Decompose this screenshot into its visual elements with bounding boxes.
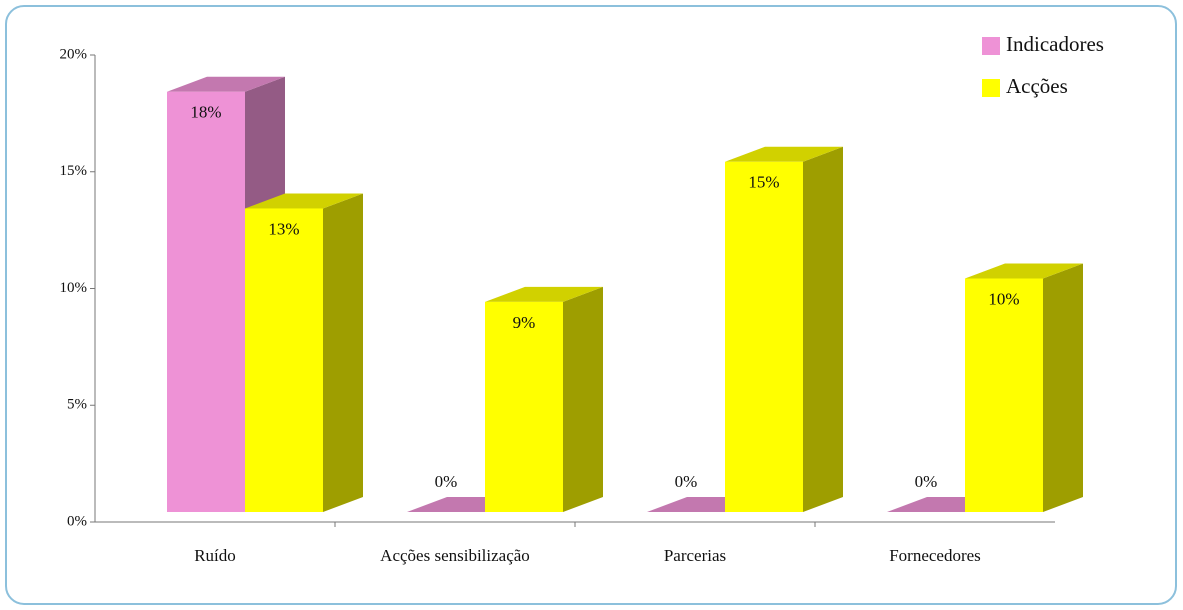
- bar-top: [965, 263, 1083, 279]
- bar-side: [1043, 263, 1083, 512]
- bar-top: [167, 76, 285, 92]
- y-tick-label: 20%: [60, 46, 88, 62]
- x-tick-label: Acções sensibilização: [380, 546, 530, 565]
- value-label: 0%: [435, 472, 458, 491]
- bar: [167, 91, 245, 512]
- legend-swatch: [982, 37, 1000, 55]
- bar-top: [485, 286, 603, 302]
- bar: [245, 208, 323, 512]
- bar: [965, 278, 1043, 512]
- value-label: 0%: [915, 472, 938, 491]
- value-label: 10%: [988, 289, 1019, 308]
- bar-side: [803, 146, 843, 512]
- bar-side: [323, 193, 363, 512]
- x-tick-label: Ruído: [194, 546, 236, 565]
- bar-top: [245, 193, 363, 209]
- legend-label: Acções: [1006, 74, 1068, 98]
- y-tick-label: 15%: [60, 163, 88, 179]
- y-tick-label: 10%: [60, 280, 88, 296]
- value-label: 18%: [190, 103, 221, 122]
- bar-top: [725, 146, 843, 162]
- legend-swatch: [982, 79, 1000, 97]
- value-label: 15%: [748, 173, 779, 192]
- y-tick-label: 0%: [67, 513, 87, 529]
- x-tick-label: Parcerias: [664, 546, 726, 565]
- legend-label: Indicadores: [1006, 32, 1104, 56]
- y-tick-label: 5%: [67, 397, 87, 413]
- x-tick-label: Fornecedores: [889, 546, 981, 565]
- bar: [725, 161, 803, 512]
- value-label: 0%: [675, 472, 698, 491]
- value-label: 9%: [513, 313, 536, 332]
- value-label: 13%: [268, 219, 299, 238]
- bar-side: [563, 286, 603, 512]
- bar: [485, 301, 563, 512]
